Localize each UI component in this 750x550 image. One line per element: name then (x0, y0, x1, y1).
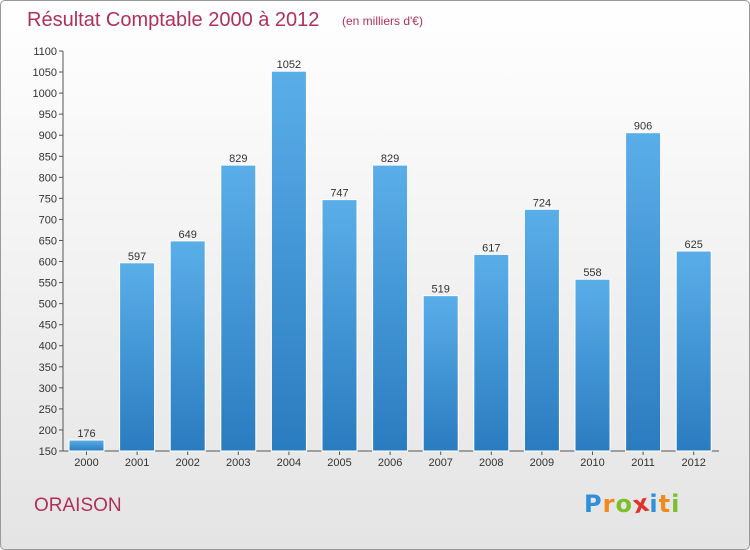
x-tick-label: 2001 (125, 457, 149, 469)
bar-value-label: 747 (330, 188, 348, 200)
bar-labels: 176 597 649 829 1052 747 829 519 617 724 558 906 625 (77, 59, 703, 440)
bar-2006 (372, 164, 409, 452)
x-tick-label: 2004 (277, 457, 301, 469)
y-tick-label: 400 (39, 341, 57, 353)
bar-value-label: 829 (381, 153, 399, 165)
bar-value-label: 625 (685, 239, 703, 251)
bar-value-label: 176 (77, 428, 95, 440)
bar-2008 (473, 253, 510, 452)
chart-subtitle: (en milliers d'€) (342, 14, 423, 28)
y-tick-label: 500 (39, 299, 57, 311)
y-tick-label: 250 (39, 404, 57, 416)
y-tick-label: 450 (39, 320, 57, 332)
bar-2002 (169, 240, 206, 452)
x-tick-label: 2007 (428, 457, 452, 469)
x-tick-label: 2005 (327, 457, 351, 469)
y-tick-label: 900 (39, 130, 57, 142)
bar-value-label: 649 (179, 229, 197, 241)
x-tick-label: 2002 (175, 457, 199, 469)
bar-value-label: 519 (432, 284, 450, 296)
y-tick-label: 550 (39, 278, 57, 290)
bar-2004 (270, 70, 307, 452)
y-axis: 150 200 250 300 350 400 450 500 550 600 650 700 750 8… (33, 46, 64, 458)
y-tick-label: 1100 (33, 46, 57, 58)
y-tick-label: 950 (39, 109, 57, 121)
bar-2010 (574, 278, 611, 452)
y-tick-label: 800 (39, 172, 57, 184)
x-tick-label: 2006 (378, 457, 402, 469)
bar-2003 (220, 164, 257, 452)
y-tick-label: 350 (39, 362, 57, 374)
logo-letter: t (658, 490, 672, 518)
logo-letter: i (671, 490, 681, 518)
logo-letter: r (602, 490, 616, 518)
bar-value-label: 906 (634, 121, 652, 133)
chart-title: Résultat Comptable 2000 à 2012 (27, 9, 320, 31)
bars (68, 70, 712, 452)
x-tick-label: 2012 (681, 457, 705, 469)
x-tick-label: 2000 (74, 457, 98, 469)
logo-letter: i (649, 490, 659, 518)
logo-letter: o (615, 490, 633, 518)
y-tick-label: 150 (39, 446, 57, 458)
bar-value-label: 724 (533, 197, 551, 209)
bar-value-label: 829 (229, 153, 247, 165)
bar-2009 (523, 208, 560, 452)
x-tick-label: 2010 (580, 457, 604, 469)
y-tick-label: 1050 (33, 67, 57, 79)
bar-2007 (422, 295, 459, 452)
x-tick-label: 2009 (530, 457, 554, 469)
bar-value-label: 597 (128, 251, 146, 263)
proxiti-logo[interactable]: Proxiti (584, 489, 681, 520)
x-tick-label: 2011 (631, 457, 655, 469)
x-tick-label: 2008 (479, 457, 503, 469)
y-tick-label: 850 (39, 151, 57, 163)
logo-letter: P (584, 490, 603, 518)
commune-name: ORAISON (34, 495, 122, 516)
y-tick-label: 750 (39, 193, 57, 205)
bar-2000 (68, 439, 105, 452)
y-tick-label: 1000 (33, 88, 57, 100)
y-tick-label: 600 (39, 257, 57, 269)
y-tick-label: 200 (39, 425, 57, 437)
bar-2012 (675, 250, 712, 452)
bar-value-label: 1052 (277, 59, 301, 71)
x-tick-label: 2003 (226, 457, 250, 469)
bar-2001 (119, 262, 156, 452)
bar-2005 (321, 199, 358, 452)
bar-value-label: 558 (583, 267, 601, 279)
y-tick-label: 300 (39, 383, 57, 395)
bar-value-label: 617 (482, 242, 500, 254)
y-tick-label: 700 (39, 214, 57, 226)
y-tick-label: 650 (39, 235, 57, 247)
x-axis: 2000 2001 2002 2003 2004 2005 2006 2007 2008 2009… (63, 450, 719, 469)
bar-2011 (625, 132, 662, 452)
